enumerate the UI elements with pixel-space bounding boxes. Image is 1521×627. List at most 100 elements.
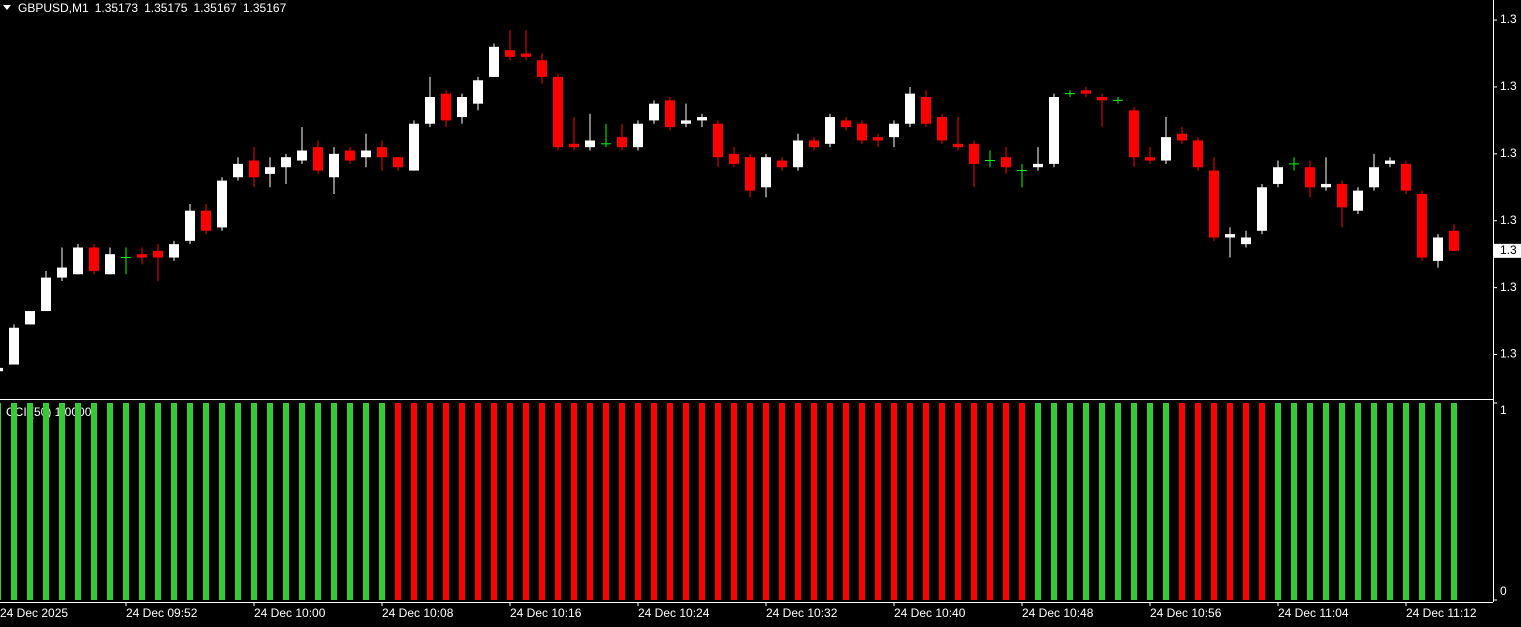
histogram-bar [1211,403,1217,600]
candle-body [25,311,35,325]
candle-body [217,180,227,228]
histogram-bar [971,403,977,600]
candle-body [665,100,675,128]
candle-body [1225,234,1235,238]
candle-body [489,46,499,77]
histogram-bar [1259,403,1265,600]
histogram-bar [907,403,913,600]
histogram-bar [1435,403,1441,600]
histogram-bar [1339,403,1345,600]
candle-body [1353,190,1363,211]
candle-body [697,117,707,121]
histogram-bar [0,403,1,600]
candle-body [137,254,147,258]
histogram-bar [315,403,321,600]
y-tick-label: 1.3 [1500,347,1517,361]
candle-body [761,157,771,188]
candle-body [1241,237,1251,245]
candle-body [1081,90,1091,94]
candle-body [297,150,307,161]
x-tick-label: 24 Dec 10:32 [766,606,838,620]
histogram-bar [171,403,177,600]
candle-body [1369,167,1379,188]
candle-body [873,137,883,141]
histogram-bar [43,403,49,600]
candle-body [473,80,483,104]
histogram-bar [699,403,705,600]
candle-body [841,120,851,128]
histogram-bar [219,403,225,600]
x-tick-label: 24 Dec 11:12 [1406,606,1477,620]
histogram-bar [747,403,753,600]
candle-body [809,140,819,148]
histogram-bar [1147,403,1153,600]
candle-body [521,53,531,57]
histogram-bar [923,403,929,600]
candle-body [73,247,83,275]
menu-triangle[interactable] [3,5,11,10]
candle-body [1273,167,1283,184]
histogram-bar [59,403,65,600]
candle-body [361,150,371,158]
x-tick-label: 24 Dec 10:24 [638,606,710,620]
candle-body [249,160,259,178]
histogram-bar [363,403,369,600]
y-tick-label: 0 [1500,584,1507,598]
candle-body [553,76,563,148]
candle-body [921,96,931,124]
histogram-bar [1291,403,1297,600]
y-tick-label: 1.3 [1500,12,1517,26]
histogram-bar [619,403,625,600]
histogram-bar [523,403,529,600]
y-tick-label: 1.3 [1500,79,1517,93]
histogram-bar [763,403,769,600]
histogram-bar [299,403,305,600]
candle-body [617,137,627,148]
x-tick-label: 24 Dec 2025 [0,606,68,620]
histogram-bar [1195,403,1201,600]
histogram-bar [843,403,849,600]
candle-body [905,93,915,124]
candle-body [313,147,323,171]
x-tick-label: 24 Dec 10:40 [894,606,966,620]
candle-body [1321,183,1331,188]
histogram-bar [267,403,273,600]
histogram-bar [139,403,145,600]
histogram-bar [251,403,257,600]
candle-body [185,210,195,241]
histogram-bar [1035,403,1041,600]
candle-body [1177,133,1187,141]
candle-body [1049,96,1059,164]
candle-body [457,96,467,118]
histogram-bar [827,403,833,600]
histogram-bar [1051,403,1057,600]
header-open: 1.35173 [94,1,139,15]
header-high: 1.35175 [144,1,188,15]
histogram-bar [75,403,81,600]
histogram-bar [571,403,577,600]
histogram-bar [1275,403,1281,600]
candle-body [713,123,723,158]
histogram-bar [395,403,401,600]
histogram-bar [539,403,545,600]
histogram-bar [651,403,657,600]
histogram-bar [283,403,289,600]
histogram-bar [1003,403,1009,600]
histogram-bar [459,403,465,600]
candle-body [201,210,211,231]
histogram-bar [1243,403,1249,600]
candle-body [393,157,403,168]
histogram-bar [347,403,353,600]
candle-body [825,117,835,144]
candle-body [1193,140,1203,168]
candle-body [89,247,99,271]
candle-body [1401,163,1411,191]
candle-body [1161,137,1171,161]
histogram-bar [203,403,209,600]
histogram-bar [427,403,433,600]
histogram-bar [331,403,337,600]
candle-body [1209,170,1219,238]
histogram-bar [1323,403,1329,600]
candle-body [329,153,339,178]
